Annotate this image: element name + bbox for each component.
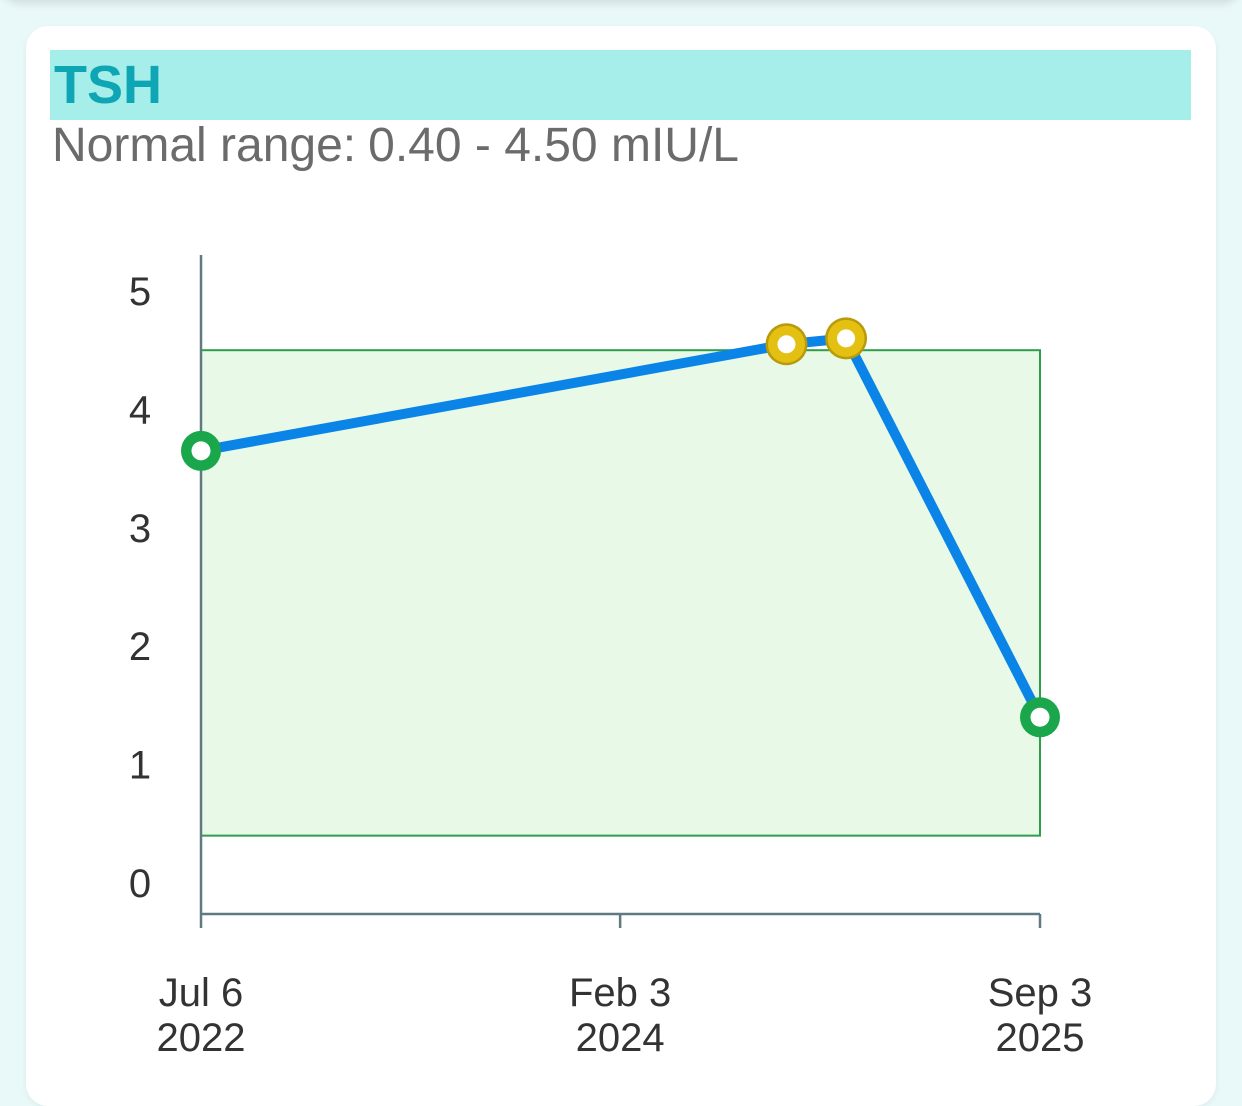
data-points (181, 317, 1060, 738)
y-tick-labels: 0 1 2 3 4 5 (129, 270, 151, 906)
y-tick-label-2: 2 (129, 625, 151, 669)
y-tick-label-4: 4 (129, 388, 151, 432)
normal-data-point-3[interactable] (1020, 697, 1060, 738)
title-bar: TSH (50, 50, 1191, 120)
y-tick-label-5: 5 (129, 270, 151, 314)
x-tick-label-1: Feb 3 2024 (569, 971, 671, 1060)
x-tick-label-2: Sep 3 2025 (988, 971, 1093, 1060)
normal-data-point-0[interactable] (181, 430, 221, 471)
high-data-point-1[interactable] (765, 323, 808, 366)
tsh-line-chart: 0 1 2 3 4 5 Jul 6 2022 Feb 3 2024 Sep 3 2025 (129, 255, 1093, 1060)
normal-range-band (200, 349, 1041, 837)
test-name-title: TSH (54, 55, 162, 115)
normal-range-value: 0.40 - 4.50 mIU/L (368, 119, 739, 172)
normal-range-text: Normal range: 0.40 - 4.50 mIU/L (52, 116, 739, 176)
x-tick-label-0: Jul 6 2022 (157, 971, 246, 1060)
x-tick-labels: Jul 6 2022 Feb 3 2024 Sep 3 2025 (157, 914, 1093, 1060)
y-tick-label-1: 1 (129, 744, 151, 788)
series-line (196, 333, 1045, 723)
normal-range-label: Normal range: (52, 119, 357, 172)
y-tick-label-0: 0 (129, 862, 151, 906)
high-data-point-2[interactable] (825, 317, 868, 360)
y-tick-label-3: 3 (129, 507, 151, 551)
